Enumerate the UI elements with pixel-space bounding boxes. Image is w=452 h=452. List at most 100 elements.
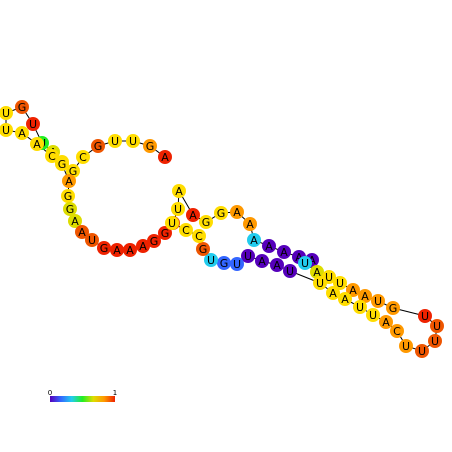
nucleotide-circle (379, 315, 393, 329)
nucleotide: G (61, 189, 75, 203)
nucleotide-circle (196, 242, 210, 256)
nucleotide-letter: C (79, 151, 87, 164)
nucleotide: G (386, 301, 400, 315)
nucleotide-layer: AGUUGCGUAUUGUUAACGAGGAAUGAAAGGGUAAGGAAAA… (0, 100, 444, 358)
nucleotide: G (143, 139, 157, 153)
nucleotide: A (186, 208, 200, 222)
nucleotide: C (179, 223, 193, 237)
nucleotide-circle (0, 123, 13, 137)
nucleotide-circle (85, 233, 99, 247)
nucleotide-circle (366, 308, 380, 322)
nucleotide-letter: U (431, 335, 439, 348)
nucleotide-letter: G (58, 158, 67, 171)
nucleotide: U (108, 134, 122, 148)
nucleotide-letter: A (18, 127, 26, 140)
nucleotide: G (217, 256, 231, 270)
nucleotide-letter: A (280, 246, 288, 259)
nucleotide: A (172, 184, 186, 198)
nucleotide: U (241, 249, 255, 263)
nucleotide: A (379, 315, 393, 329)
nucleotide-circle (217, 256, 231, 270)
nucleotide-circle (110, 243, 124, 257)
nucleotide: U (415, 344, 429, 358)
nucleotide-circle (230, 205, 244, 219)
nucleotide: A (68, 214, 82, 228)
nucleotide-letter: U (369, 309, 377, 322)
nucleotide-letter: U (244, 250, 252, 263)
nucleotide-letter: U (233, 258, 241, 271)
nucleotide-circle (230, 257, 244, 271)
nucleotide: A (30, 137, 44, 151)
nucleotide-circle (390, 324, 404, 338)
nucleotide-letter: A (250, 234, 258, 247)
nucleotide-letter: A (71, 215, 79, 228)
nucleotide: U (399, 339, 413, 353)
nucleotide-letter: U (29, 118, 37, 131)
nucleotide-letter: A (265, 240, 273, 253)
nucleotide-circle (386, 301, 400, 315)
nucleotide: U (85, 233, 99, 247)
nucleotide: A (358, 289, 372, 303)
nucleotide-letter: U (129, 135, 137, 148)
nucleotide-circle (62, 174, 76, 188)
nucleotide-letter: A (33, 138, 41, 151)
nucleotide-letter: U (286, 265, 294, 278)
nucleotide-letter: A (65, 175, 73, 188)
nucleotide-letter: G (94, 140, 103, 153)
nucleotide-circle (262, 239, 276, 253)
nucleotide-letter: U (2, 124, 10, 137)
nucleotide: A (310, 265, 324, 279)
nucleotide: A (15, 126, 29, 140)
nucleotide-circle (371, 294, 385, 308)
nucleotide-letter: U (111, 135, 119, 148)
nucleotide-letter: A (273, 259, 281, 272)
nucleotide-circle (358, 289, 372, 303)
nucleotide: U (165, 216, 179, 230)
nucleotide-letter: U (88, 234, 96, 247)
nucleotide: A (136, 239, 150, 253)
nucleotide-circle (15, 126, 29, 140)
nucleotide-letter: A (126, 244, 134, 257)
nucleotide-circle (277, 245, 291, 259)
nucleotide-letter: A (329, 287, 337, 300)
nucleotide: U (333, 276, 347, 290)
nucleotide-letter: A (349, 284, 357, 297)
nucleotide-letter: C (393, 325, 401, 338)
nucleotide-circle (283, 264, 297, 278)
nucleotide-letter: A (113, 244, 121, 257)
nucleotide-circle (126, 134, 140, 148)
nucleotide: G (214, 206, 228, 220)
nucleotide-letter: C (182, 224, 190, 237)
nucleotide-letter: A (78, 226, 86, 239)
nucleotide-letter: A (139, 240, 147, 253)
nucleotide: U (0, 123, 13, 137)
nucleotide-circle (55, 157, 69, 171)
nucleotide-circle (243, 217, 257, 231)
nucleotide: U (283, 264, 297, 278)
nucleotide-letter: U (418, 345, 426, 358)
nucleotide: G (147, 234, 161, 248)
nucleotide-letter: U (207, 254, 215, 267)
nucleotide-circle (0, 106, 13, 120)
nucleotide: A (230, 205, 244, 219)
color-scale: 0 1 (48, 389, 117, 402)
nucleotide: C (76, 150, 90, 164)
nucleotide-circle (97, 241, 111, 255)
nucleotide-letter: C (48, 150, 56, 163)
nucleotide-letter: G (150, 235, 159, 248)
nucleotide-circle (45, 149, 59, 163)
nucleotide-circle (158, 226, 172, 240)
nucleotide-letter: G (146, 140, 155, 153)
nucleotide: A (326, 286, 340, 300)
nucleotide-letter: U (2, 107, 10, 120)
nucleotide-letter: G (161, 227, 170, 240)
nucleotide: A (243, 217, 257, 231)
nucleotide: C (390, 324, 404, 338)
nucleotide: G (55, 157, 69, 171)
nucleotide: U (428, 334, 442, 348)
nucleotide-circle (418, 309, 432, 323)
nucleotide-circle (172, 184, 186, 198)
nucleotide-letter: A (161, 151, 169, 164)
nucleotide: A (270, 258, 284, 272)
